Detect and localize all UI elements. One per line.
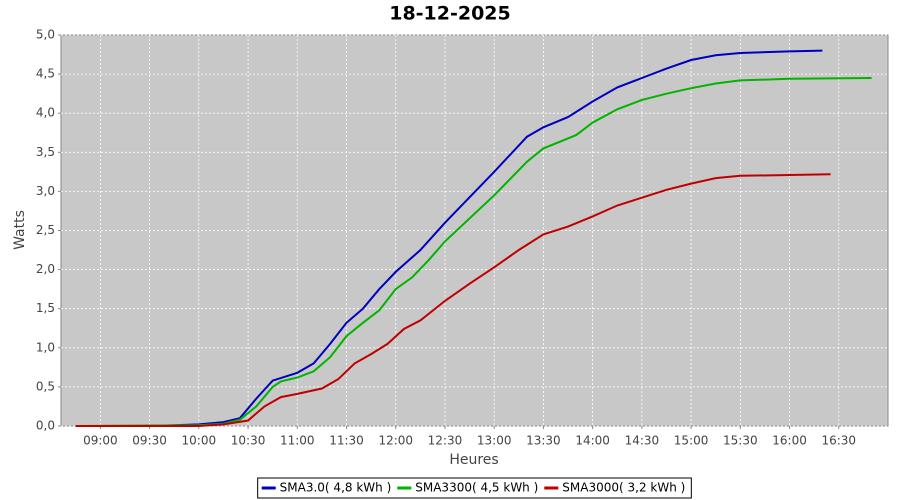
x-tick-label: 12:00: [378, 434, 413, 448]
x-tick-label: 12:30: [428, 434, 463, 448]
y-tick-label: 0,0: [36, 419, 55, 433]
y-tick-label: 1,0: [36, 340, 55, 354]
y-tick-label: 1,5: [36, 301, 55, 315]
y-tick-label: 2,5: [36, 223, 55, 237]
y-tick-label: 4,0: [36, 106, 55, 120]
x-tick-label: 11:30: [329, 434, 364, 448]
chart-title: 18-12-2025: [389, 3, 511, 25]
x-tick-label: 14:30: [625, 434, 660, 448]
x-tick-label: 09:00: [83, 434, 118, 448]
y-tick-label: 0,5: [36, 379, 55, 393]
x-tick-label: 14:00: [575, 434, 610, 448]
x-tick-label: 10:30: [231, 434, 266, 448]
x-tick-label: 13:30: [526, 434, 561, 448]
y-tick-label: 2,0: [36, 262, 55, 276]
x-tick-label: 15:00: [674, 434, 709, 448]
y-tick-label: 4,5: [36, 67, 55, 81]
legend: SMA3.0( 4,8 kWh ) SMA3300( 4,5 kWh ) SMA30…: [257, 477, 692, 499]
y-axis-label: Watts: [12, 210, 28, 250]
y-tick-label: 5,0: [36, 28, 55, 42]
legend-box: [257, 477, 692, 499]
x-tick-label: 16:30: [821, 434, 856, 448]
legend-label: SMA3000( 3,2 kWh ): [562, 481, 685, 495]
series-line: [75, 173, 831, 427]
series-line: [75, 49, 823, 427]
y-tick-label: 3,5: [36, 145, 55, 159]
x-tick-label: 09:30: [132, 434, 167, 448]
x-axis-label: Heures: [449, 452, 498, 468]
y-tick-label: 3,0: [36, 184, 55, 198]
legend-label: SMA3.0( 4,8 kWh ): [280, 481, 392, 495]
series-line: [75, 77, 872, 427]
x-tick-label: 13:00: [477, 434, 512, 448]
x-tick-label: 11:00: [280, 434, 315, 448]
x-tick-label: 10:00: [182, 434, 217, 448]
legend-label: SMA3300( 4,5 kWh ): [415, 481, 538, 495]
x-tick-label: 15:30: [723, 434, 758, 448]
x-tick-label: 16:00: [772, 434, 807, 448]
